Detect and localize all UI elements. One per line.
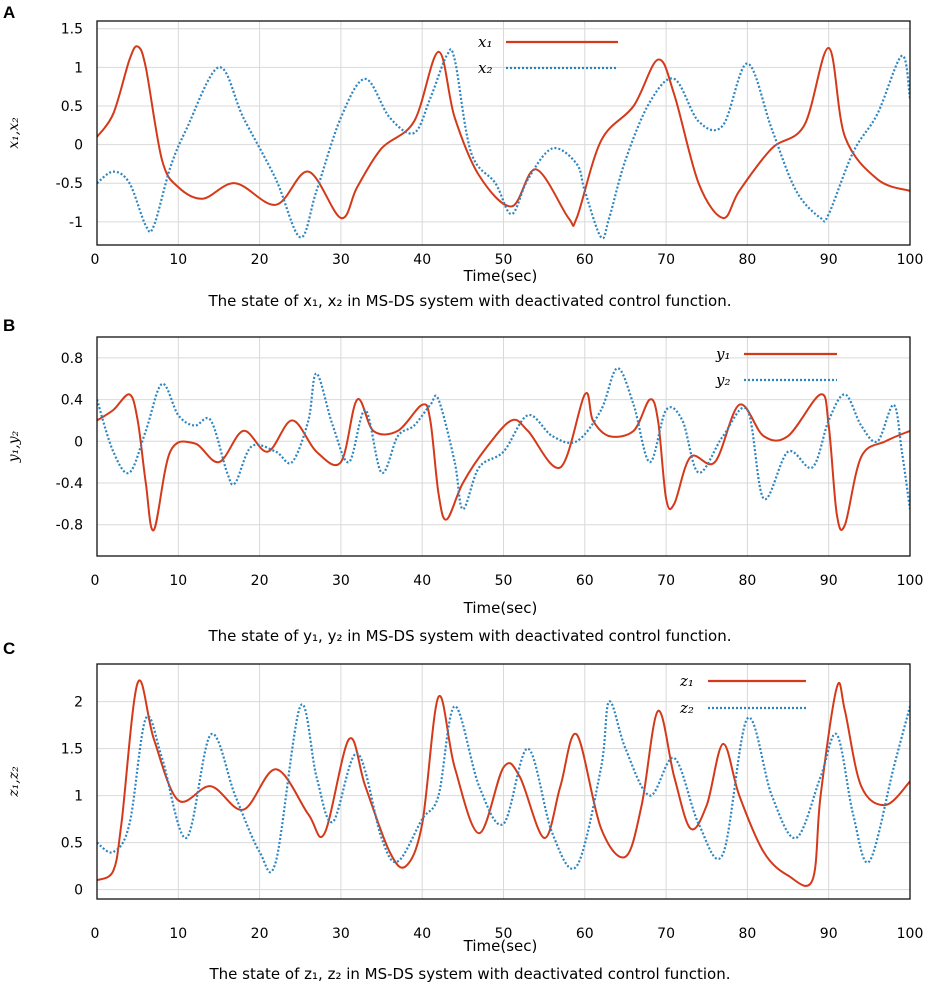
chart-panel-a: A -1 -0.5 0 0.5 1 1.5 0 10 20 30 40 50 60 70 80 90 100 Tim…	[3, 3, 923, 310]
x-tick-label: 100	[897, 252, 924, 268]
x-tick-label: 80	[738, 926, 756, 942]
y-axis-label: x₁,x₂	[6, 117, 22, 149]
series-line-dotted	[97, 367, 910, 511]
y-tick-label: 1.5	[61, 742, 83, 758]
x-tick-label: 50	[495, 573, 513, 589]
chart-panel-c: C00.511.520 10 20 30 40 50 60 70 80 90 100Time(sec…	[3, 639, 923, 983]
x-tick-label: 90	[820, 926, 838, 942]
x-tick-label: 30	[332, 252, 350, 268]
chart-panel-b: B -0.8 -0.4 0 0.4 0.8 0 10 20 30 40 50 60 70 80 90 100 Ti…	[3, 316, 923, 645]
x-tick-label: 10	[169, 573, 187, 589]
y-axis-label: y₁,y₂	[6, 430, 22, 463]
y-tick-label: 2	[74, 695, 83, 711]
x-tick-label: 0	[91, 573, 100, 589]
x-axis-label: Time(sec)	[463, 599, 538, 617]
y-tick-label: -1	[69, 215, 83, 231]
x-tick-label: 70	[657, 252, 675, 268]
x-tick-label: 90	[820, 252, 838, 268]
legend-label: y₁	[715, 345, 731, 363]
series-line-solid	[97, 391, 910, 532]
legend-label: y₂	[715, 371, 731, 389]
x-tick-label: 0	[91, 252, 100, 268]
x-tick-label: 30	[332, 573, 350, 589]
x-axis-label: Time(sec)	[463, 267, 538, 285]
y-tick-label: 1	[74, 60, 83, 76]
legend-label: x₁	[478, 33, 492, 51]
y-axis-label: z₁,z₂	[6, 766, 22, 798]
y-tick-label: -0.4	[56, 476, 83, 492]
x-tick-label: 30	[332, 926, 350, 942]
series-line-solid	[97, 679, 910, 887]
legend-label: x₂	[478, 59, 492, 77]
x-tick-label: 40	[413, 926, 431, 942]
x-tick-label: 90	[820, 573, 838, 589]
x-tick-label: 10	[169, 252, 187, 268]
y-tick-label: 1.5	[61, 22, 83, 38]
y-tick-label: -0.5	[56, 176, 83, 192]
x-tick-label: 60	[576, 573, 594, 589]
y-tick-label: 0.4	[61, 393, 83, 409]
x-tick-label: 0	[91, 926, 100, 942]
x-tick-label: 20	[251, 573, 269, 589]
x-tick-label: 100	[897, 573, 924, 589]
x-tick-label: 60	[576, 252, 594, 268]
y-tick-label: 0.8	[61, 351, 83, 367]
x-tick-label: 70	[657, 926, 675, 942]
figure-caption: The state of x₁, x₂ in MS-DS system with…	[207, 292, 731, 310]
panel-letter: C	[3, 639, 15, 658]
plot-frame	[96, 20, 911, 246]
x-tick-label: 100	[897, 926, 924, 942]
y-tick-label: 1	[74, 789, 83, 805]
y-tick-label: 0	[74, 434, 83, 450]
x-tick-label: 20	[251, 252, 269, 268]
y-tick-label: 0	[74, 883, 83, 899]
x-tick-label: 60	[576, 926, 594, 942]
x-tick-label: 50	[495, 252, 513, 268]
panel-letter: B	[3, 316, 15, 335]
y-tick-label: 0	[74, 138, 83, 154]
y-tick-label: 0.5	[61, 99, 83, 115]
x-axis-label: Time(sec)	[463, 937, 538, 955]
series-line-solid	[97, 45, 910, 227]
x-tick-label: 10	[169, 926, 187, 942]
y-tick-label: 0.5	[61, 836, 83, 852]
legend-label: z₁	[679, 672, 694, 690]
plot-frame	[96, 663, 911, 900]
x-tick-label: 40	[413, 252, 431, 268]
x-tick-label: 20	[251, 926, 269, 942]
panel-letter: A	[3, 3, 15, 22]
y-tick-label: -0.8	[56, 518, 83, 534]
series-line-dotted	[97, 48, 910, 240]
figure-caption: The state of z₁, z₂ in MS-DS system with…	[209, 965, 731, 983]
x-tick-label: 70	[657, 573, 675, 589]
x-tick-label: 50	[495, 926, 513, 942]
plot-frame	[96, 336, 911, 557]
x-tick-label: 80	[738, 252, 756, 268]
figure-caption: The state of y₁, y₂ in MS-DS system with…	[207, 627, 731, 645]
x-tick-label: 80	[738, 573, 756, 589]
legend-label: z₂	[679, 699, 694, 717]
x-tick-label: 40	[413, 573, 431, 589]
